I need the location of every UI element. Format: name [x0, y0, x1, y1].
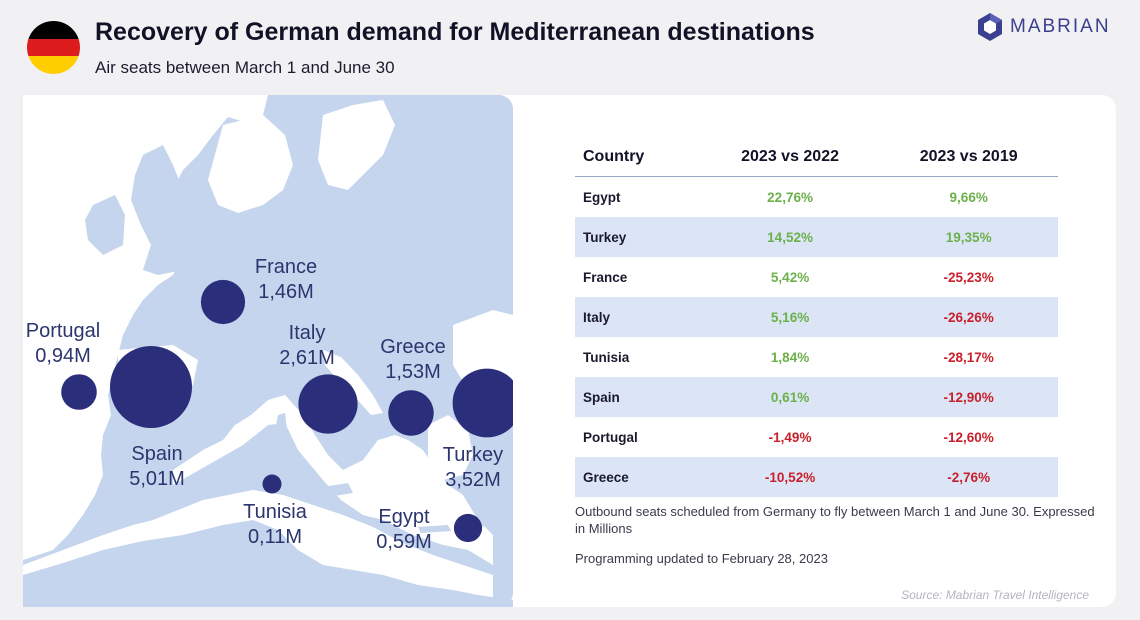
bubble-layer: Portugal 0,94M Spain 5,01M France 1,46M Italy 2… — [26, 256, 513, 553]
cell-country: Italy — [575, 297, 701, 337]
table-row: Italy 5,16% -26,26% — [575, 297, 1058, 337]
cell-2023-vs-2019: -28,17% — [943, 349, 994, 365]
atlantic-sea — [23, 95, 268, 560]
bubble-value-france: 1,46M — [258, 281, 314, 303]
bubble-france — [200, 279, 246, 325]
cell-country: Portugal — [583, 429, 638, 445]
bubble-turkey — [452, 368, 513, 438]
col-2023-vs-2019: 2023 vs 2019 — [879, 138, 1058, 177]
baltic-sea — [318, 100, 395, 190]
sardinia-island — [271, 445, 287, 479]
bubble-label-italy: Italy — [289, 322, 326, 344]
bubble-label-turkey: Turkey — [443, 444, 503, 466]
mabrian-logo: MABRIAN — [976, 12, 1111, 42]
cell-country: Egypt — [583, 189, 621, 205]
bubble-label-tunisia: Tunisia — [243, 501, 308, 523]
cell-2023-vs-2019: -12,60% — [943, 429, 994, 445]
mediterranean-map: Portugal 0,94M Spain 5,01M France 1,46M Italy 2… — [23, 95, 513, 607]
cell-country: Turkey — [575, 217, 701, 257]
cell-2023-vs-2022: 5,16% — [700, 297, 880, 337]
cell-2023-vs-2019: 19,35% — [879, 217, 1058, 257]
bubble-egypt — [453, 513, 483, 543]
bubble-portugal — [61, 374, 97, 410]
bubble-label-portugal: Portugal — [26, 320, 101, 342]
cell-country: Greece — [575, 457, 701, 497]
bubble-value-greece: 1,53M — [385, 361, 441, 383]
cell-country: Tunisia — [583, 349, 630, 365]
cell-2023-vs-2019: -2,76% — [879, 457, 1058, 497]
bubble-tunisia — [262, 474, 282, 494]
ireland — [85, 195, 125, 255]
col-2023-vs-2022: 2023 vs 2022 — [700, 138, 880, 177]
table-header-row: Country 2023 vs 2022 2023 vs 2019 — [575, 138, 1058, 177]
bubble-label-egypt: Egypt — [378, 506, 430, 528]
cell-2023-vs-2019: -26,26% — [879, 297, 1058, 337]
mediterranean-sea — [173, 395, 493, 565]
germany-flag-icon — [27, 21, 80, 74]
cell-country: Spain — [575, 377, 701, 417]
table-row: Egypt 22,76% 9,66% — [575, 177, 1058, 218]
bubble-value-egypt: 0,59M — [376, 531, 432, 553]
source-note: Source: Mabrian Travel Intelligence — [901, 588, 1089, 602]
cell-country: France — [583, 269, 628, 285]
cell-2023-vs-2022: 0,61% — [700, 377, 880, 417]
bubble-greece — [388, 390, 434, 436]
table-row: Portugal -1,49% -12,60% — [575, 417, 1058, 457]
cell-2023-vs-2022: 1,84% — [770, 349, 810, 365]
adriatic-sea — [323, 350, 383, 415]
cell-2023-vs-2022: -10,52% — [700, 457, 880, 497]
sicily-island — [323, 483, 353, 497]
corsica-island — [275, 413, 287, 440]
page-subtitle: Air seats between March 1 and June 30 — [95, 58, 395, 77]
map-svg: Portugal 0,94M Spain 5,01M France 1,46M Italy 2… — [23, 95, 513, 607]
table-row: France 5,42% -25,23% — [575, 257, 1058, 297]
bubble-spain — [110, 346, 192, 428]
great-britain — [131, 145, 198, 275]
table-body: Egypt 22,76% 9,66% Turkey 14,52% 19,35% France… — [575, 177, 1058, 497]
cell-2023-vs-2019: -25,23% — [943, 269, 994, 285]
africa-coast — [23, 520, 513, 607]
cell-2023-vs-2022: -1,49% — [768, 429, 812, 445]
flag-stripe-black — [27, 21, 80, 39]
cell-2023-vs-2022: 22,76% — [767, 189, 813, 205]
cell-2023-vs-2019: 9,66% — [949, 189, 988, 205]
bubble-label-greece: Greece — [380, 336, 446, 358]
logo-wordmark: MABRIAN — [1010, 16, 1111, 37]
update-note: Programming updated to February 28, 2023 — [575, 551, 828, 566]
col-country: Country — [575, 138, 701, 177]
page-title: Recovery of German demand for Mediterran… — [95, 18, 815, 46]
cell-2023-vs-2022: 14,52% — [700, 217, 880, 257]
description-note: Outbound seats scheduled from Germany to… — [575, 504, 1095, 536]
bubble-value-turkey: 3,52M — [445, 469, 501, 491]
aegean-sea — [428, 415, 473, 480]
table-row: Turkey 14,52% 19,35% — [575, 217, 1058, 257]
bubble-value-portugal: 0,94M — [35, 345, 91, 367]
bubble-label-spain: Spain — [131, 443, 182, 465]
flag-stripe-red — [27, 38, 80, 57]
flag-stripe-gold — [27, 56, 80, 74]
bubble-value-spain: 5,01M — [129, 468, 185, 490]
crete-island — [418, 525, 451, 533]
cell-2023-vs-2022: 5,42% — [770, 269, 810, 285]
hexagon-logo-icon — [978, 13, 1002, 41]
bubble-value-tunisia: 0,11M — [248, 526, 302, 548]
bubble-value-italy: 2,61M — [279, 347, 335, 369]
bubble-label-france: France — [255, 256, 317, 278]
table-row: Greece -10,52% -2,76% — [575, 457, 1058, 497]
table-row: Spain 0,61% -12,90% — [575, 377, 1058, 417]
change-table: Country 2023 vs 2022 2023 vs 2019 Egypt 2… — [575, 138, 1058, 497]
table-row: Tunisia 1,84% -28,17% — [575, 337, 1058, 377]
bubble-italy — [298, 374, 358, 434]
north-sea — [208, 115, 293, 213]
cell-2023-vs-2019: -12,90% — [879, 377, 1058, 417]
